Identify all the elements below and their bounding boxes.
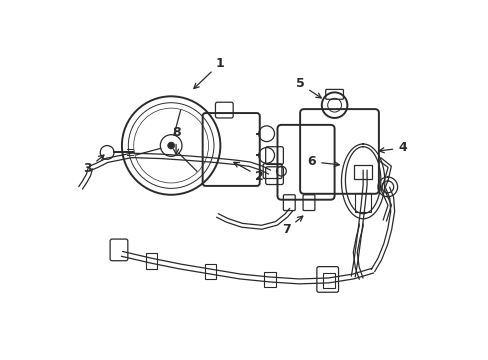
Text: 3: 3 <box>83 155 104 175</box>
Text: 1: 1 <box>193 57 224 89</box>
Text: 8: 8 <box>171 126 180 154</box>
Text: 2: 2 <box>233 162 264 183</box>
Text: 7: 7 <box>282 216 302 236</box>
Circle shape <box>167 142 174 149</box>
Text: 4: 4 <box>378 141 406 154</box>
Text: 6: 6 <box>307 155 339 168</box>
Text: 5: 5 <box>295 77 321 98</box>
